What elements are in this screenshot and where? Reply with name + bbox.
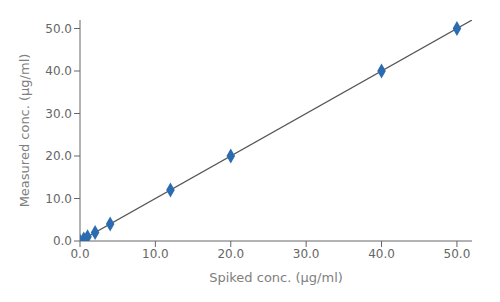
svg-text:40.0: 40.0 <box>368 247 395 261</box>
svg-text:0.0: 0.0 <box>70 247 89 261</box>
svg-text:10.0: 10.0 <box>45 192 72 206</box>
svg-text:30.0: 30.0 <box>293 247 320 261</box>
svg-text:40.0: 40.0 <box>45 64 72 78</box>
svg-text:20.0: 20.0 <box>45 149 72 163</box>
svg-text:20.0: 20.0 <box>217 247 244 261</box>
svg-text:50.0: 50.0 <box>444 247 471 261</box>
svg-text:30.0: 30.0 <box>45 107 72 121</box>
svg-text:10.0: 10.0 <box>142 247 169 261</box>
svg-text:50.0: 50.0 <box>45 22 72 36</box>
svg-text:0.0: 0.0 <box>53 234 72 248</box>
svg-text:Measured conc. (μg/ml): Measured conc. (μg/ml) <box>17 54 32 208</box>
svg-text:Spiked conc. (μg/ml): Spiked conc. (μg/ml) <box>209 270 343 285</box>
